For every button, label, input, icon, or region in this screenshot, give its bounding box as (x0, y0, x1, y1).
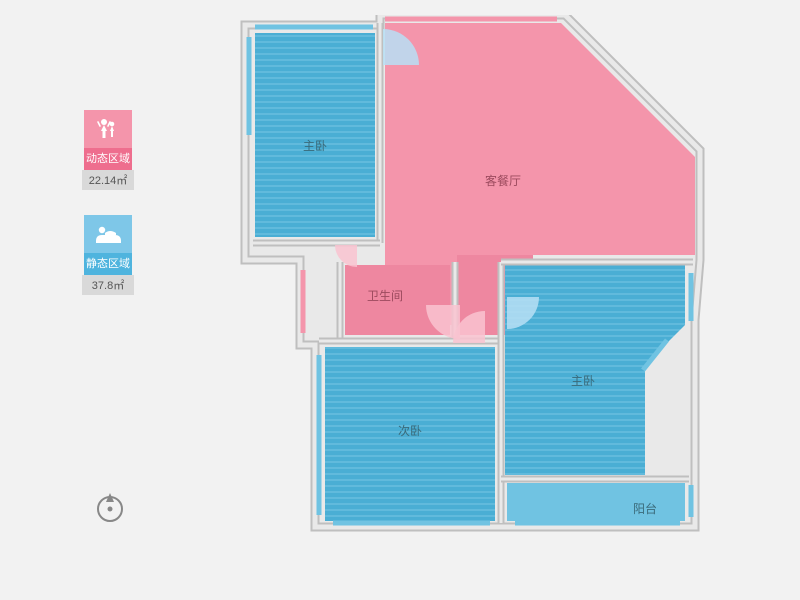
legend-dynamic: 动态区域 22.14㎡ (78, 110, 138, 190)
legend-dynamic-label: 动态区域 (84, 148, 132, 170)
people-icon (84, 110, 132, 148)
rest-icon (84, 215, 132, 253)
legend-static-value: 37.8㎡ (82, 275, 134, 295)
room-label-bath: 卫生间 (367, 289, 403, 303)
legend-dynamic-value: 22.14㎡ (82, 170, 134, 190)
legend-static: 静态区域 37.8㎡ (78, 215, 138, 295)
room-label-living: 客餐厅 (485, 173, 521, 188)
room-label-balcony: 阳台 (633, 501, 657, 516)
room-label-master1: 主卧 (303, 139, 327, 153)
compass-icon (95, 490, 125, 529)
room-balcony (507, 483, 685, 521)
legend-static-label: 静态区域 (84, 253, 132, 275)
room-master1 (255, 33, 375, 237)
legend: 动态区域 22.14㎡ 静态区域 37.8㎡ (78, 110, 138, 320)
room-label-second: 次卧 (398, 424, 422, 438)
room-label-master2: 主卧 (571, 374, 595, 388)
floorplan: 主卧客餐厅卫生间次卧主卧阳台 (225, 15, 735, 585)
